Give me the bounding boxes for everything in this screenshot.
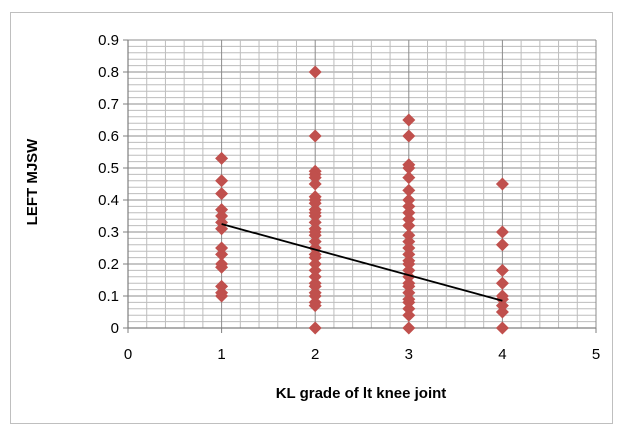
axes xyxy=(123,39,597,333)
y-tick-label: 0.3 xyxy=(98,224,119,241)
data-point xyxy=(308,321,322,335)
data-point xyxy=(495,263,509,277)
data-point xyxy=(402,113,416,127)
data-point xyxy=(402,219,416,233)
data-point xyxy=(402,183,416,197)
y-tick-labels: 0 0.1 0.2 0.3 0.4 0.5 0.6 0.7 0.8 0.9 xyxy=(98,32,119,337)
data-point xyxy=(402,129,416,143)
x-tick-label: 4 xyxy=(498,346,506,363)
y-axis-title: LEFT MJSW xyxy=(24,138,41,226)
data-point xyxy=(215,247,229,261)
x-axis-title: KL grade of lt knee joint xyxy=(276,385,447,402)
y-tick-label: 0.5 xyxy=(98,160,119,177)
data-points xyxy=(215,65,509,335)
y-tick-label: 0.2 xyxy=(98,256,119,273)
data-point xyxy=(402,171,416,185)
data-point xyxy=(215,260,229,274)
data-point xyxy=(495,276,509,290)
y-tick-label: 0.7 xyxy=(98,96,119,113)
x-tick-label: 2 xyxy=(311,346,319,363)
data-point xyxy=(308,65,322,79)
data-point xyxy=(402,321,416,335)
data-point xyxy=(495,238,509,252)
x-tick-label: 3 xyxy=(405,346,413,363)
y-tick-label: 0.6 xyxy=(98,128,119,145)
x-tick-label: 5 xyxy=(592,346,600,363)
data-point xyxy=(495,177,509,191)
data-point xyxy=(308,177,322,191)
data-point xyxy=(495,321,509,335)
trendline-group xyxy=(221,223,503,302)
data-point xyxy=(308,129,322,143)
data-point xyxy=(215,289,229,303)
data-point xyxy=(402,161,416,175)
data-point xyxy=(215,151,229,165)
x-tick-label: 1 xyxy=(217,346,225,363)
chart-area xyxy=(10,12,613,424)
data-point xyxy=(215,187,229,201)
y-tick-label: 0.1 xyxy=(98,288,119,305)
data-point xyxy=(402,308,416,322)
y-tick-label: 0 xyxy=(111,320,119,337)
y-tick-label: 0.8 xyxy=(98,64,119,81)
data-point xyxy=(308,299,322,313)
x-tick-label: 0 xyxy=(124,346,132,363)
trendline xyxy=(221,223,503,302)
data-point xyxy=(215,174,229,188)
y-tick-label: 0.9 xyxy=(98,32,119,49)
grid xyxy=(127,39,597,329)
data-point xyxy=(495,305,509,319)
y-tick-label: 0.4 xyxy=(98,192,119,209)
data-point xyxy=(495,225,509,239)
x-tick-labels: 0 1 2 3 4 5 xyxy=(124,346,600,363)
